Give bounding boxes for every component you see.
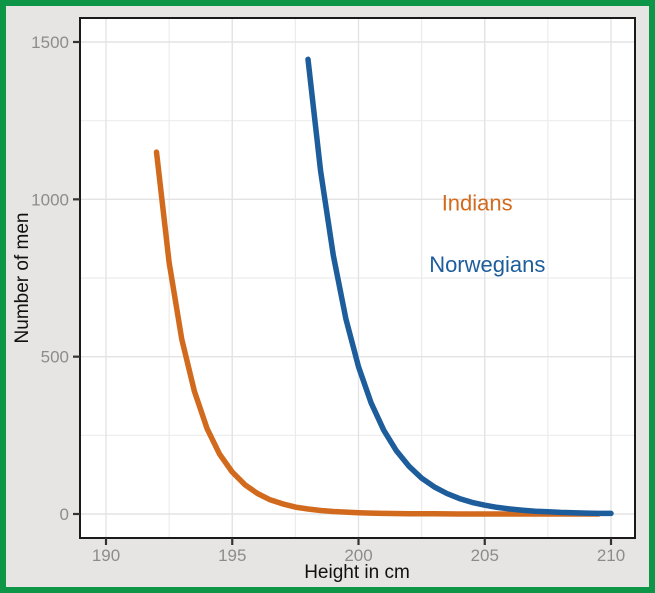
legend-text-indians: Indians [442,190,513,215]
y-tick-label: 1000 [31,190,69,209]
series-line-indians [153,149,602,517]
y-axis-title: Number of men [12,213,33,344]
axis-ticks [73,40,613,545]
gridlines-minor [80,18,635,538]
series-line-norwegians [305,56,614,517]
x-tick-label: 195 [218,546,246,565]
series-lines [153,56,614,517]
y-tick-label: 1500 [31,33,69,52]
x-tick-label: 210 [597,546,625,565]
y-tick-label: 0 [60,505,69,524]
y-tick-label: 500 [41,348,69,367]
x-axis-title: Height in cm [304,562,410,583]
legend-text-norwegians: Norwegians [429,252,545,277]
legend-annotations: Indians Norwegians [429,190,545,276]
x-tick-label: 200 [344,546,372,565]
tick-labels: 190 195 200 205 210 0 500 1000 1500 [31,33,625,565]
x-tick-label: 190 [92,546,120,565]
x-tick-label: 205 [471,546,499,565]
